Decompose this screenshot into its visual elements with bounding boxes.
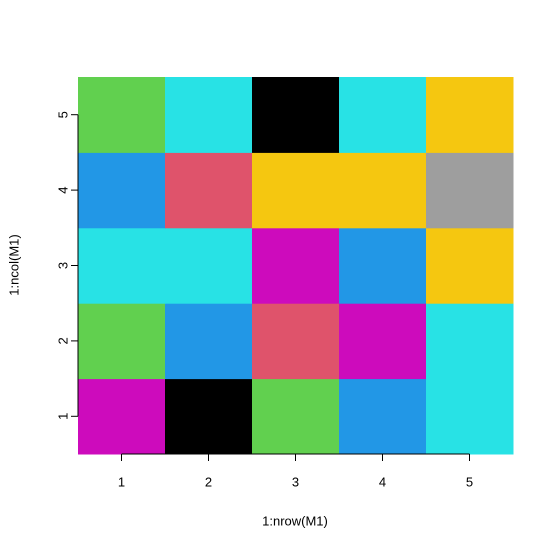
x-tick-label: 3 [292, 474, 299, 489]
cell [426, 227, 514, 304]
x-tick-label: 5 [466, 474, 473, 489]
cell [165, 77, 253, 153]
cell [252, 227, 340, 304]
cell [78, 152, 166, 229]
cell [426, 303, 514, 380]
cell [339, 152, 427, 229]
cell [339, 303, 427, 380]
cell [426, 152, 514, 229]
cell [165, 227, 253, 304]
cell [78, 303, 166, 380]
y-tick-label: 4 [55, 186, 70, 193]
x-axis-label: 1:nrow(M1) [262, 513, 328, 528]
cell [165, 378, 253, 455]
cell [252, 152, 340, 229]
cell [339, 77, 427, 153]
x-tick-label: 1 [118, 474, 125, 489]
cell [426, 378, 514, 455]
cell [339, 227, 427, 304]
x-tick-label: 4 [379, 474, 386, 489]
cell [78, 378, 166, 455]
cell [252, 77, 340, 153]
y-tick-label: 5 [55, 111, 70, 118]
cell [165, 303, 253, 380]
y-tick-label: 2 [55, 337, 70, 344]
cell [78, 77, 166, 153]
cell [426, 77, 514, 153]
cell [252, 378, 340, 455]
y-tick-label: 3 [55, 262, 70, 269]
y-axis-label: 1:ncol(M1) [6, 234, 21, 295]
cell [252, 303, 340, 380]
y-tick-label: 1 [55, 413, 70, 420]
x-tick-label: 2 [205, 474, 212, 489]
cell [165, 152, 253, 229]
cell [78, 227, 166, 304]
cell [339, 378, 427, 455]
